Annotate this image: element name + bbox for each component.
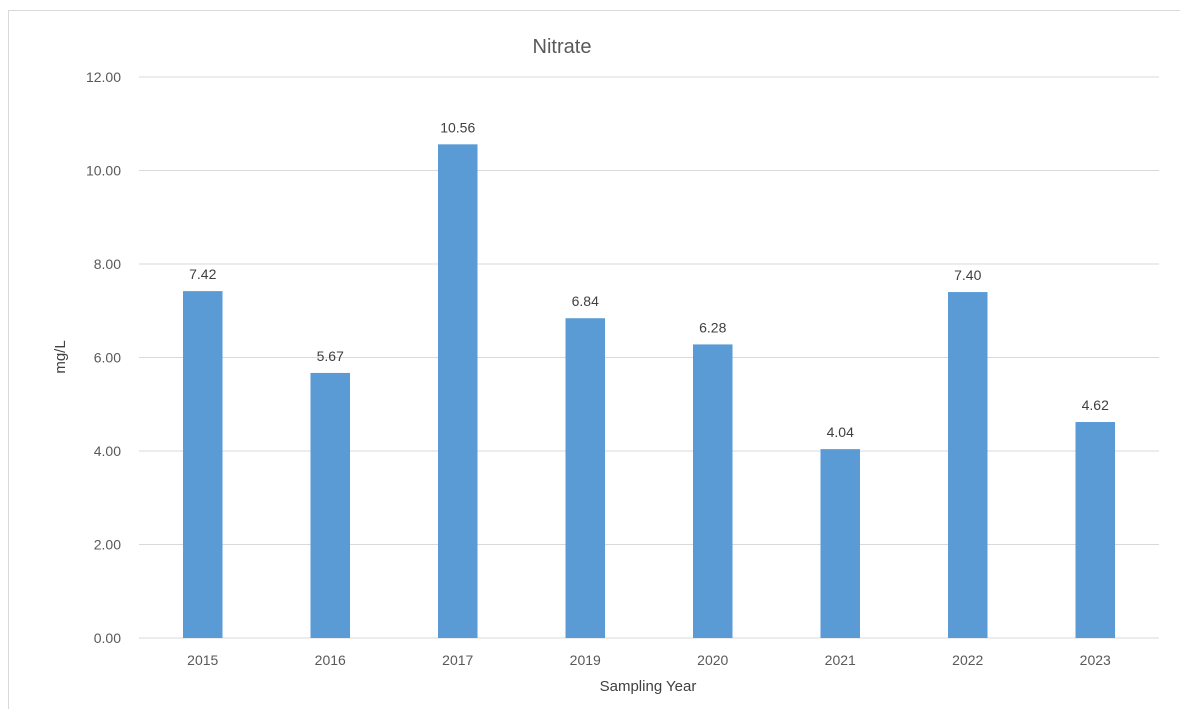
x-axis-title: Sampling Year (600, 678, 697, 695)
y-tick-label: 4.00 (94, 443, 121, 459)
bars (182, 144, 1116, 638)
data-labels: 7.42 5.67 10.56 6.84 6.28 4.04 7.40 4.62 (189, 119, 1109, 440)
bar-2016 (310, 372, 351, 638)
x-tick-label-2017: 2017 (442, 652, 473, 668)
data-label-2022: 7.40 (954, 267, 981, 283)
bar-2017 (437, 144, 478, 638)
y-tick-label: 10.00 (86, 163, 121, 179)
y-tick-label: 6.00 (94, 350, 121, 366)
x-tick-label-2023: 2023 (1080, 652, 1111, 668)
bar-2020 (692, 344, 733, 638)
x-tick-label-2019: 2019 (570, 652, 601, 668)
x-tick-label-2022: 2022 (952, 652, 983, 668)
data-label-2020: 6.28 (699, 319, 726, 335)
bar-2023 (1075, 422, 1116, 638)
chart-area: Nitrate 0.00 2.00 4.00 6.00 8.00 10.00 12.00 7… (8, 10, 1180, 709)
data-label-2017: 10.56 (440, 119, 475, 135)
y-tick-label: 0.00 (94, 630, 121, 646)
x-axis-tick-labels: 2015 2016 2017 2019 2020 2021 2022 2023 (187, 652, 1111, 668)
data-label-2021: 4.04 (827, 424, 854, 440)
y-tick-label: 12.00 (86, 69, 121, 85)
data-label-2015: 7.42 (189, 266, 216, 282)
x-tick-label-2016: 2016 (315, 652, 346, 668)
x-tick-label-2015: 2015 (187, 652, 218, 668)
y-axis-tick-labels: 0.00 2.00 4.00 6.00 8.00 10.00 12.00 (86, 69, 121, 646)
gridlines (139, 76, 1159, 639)
bar-2022 (947, 292, 988, 638)
x-tick-label-2020: 2020 (697, 652, 728, 668)
data-label-2016: 5.67 (317, 348, 344, 364)
data-label-2019: 6.84 (572, 293, 599, 309)
y-tick-label: 8.00 (94, 256, 121, 272)
y-axis-title: mg/L (52, 340, 69, 373)
bar-2015 (182, 291, 223, 638)
bar-2021 (820, 449, 861, 638)
x-tick-label-2021: 2021 (825, 652, 856, 668)
bar-chart: Nitrate 0.00 2.00 4.00 6.00 8.00 10.00 12.00 7… (52, 36, 1159, 695)
chart-title: Nitrate (533, 36, 592, 58)
y-tick-label: 2.00 (94, 537, 121, 553)
data-label-2023: 4.62 (1082, 397, 1109, 413)
bar-2019 (565, 318, 606, 638)
